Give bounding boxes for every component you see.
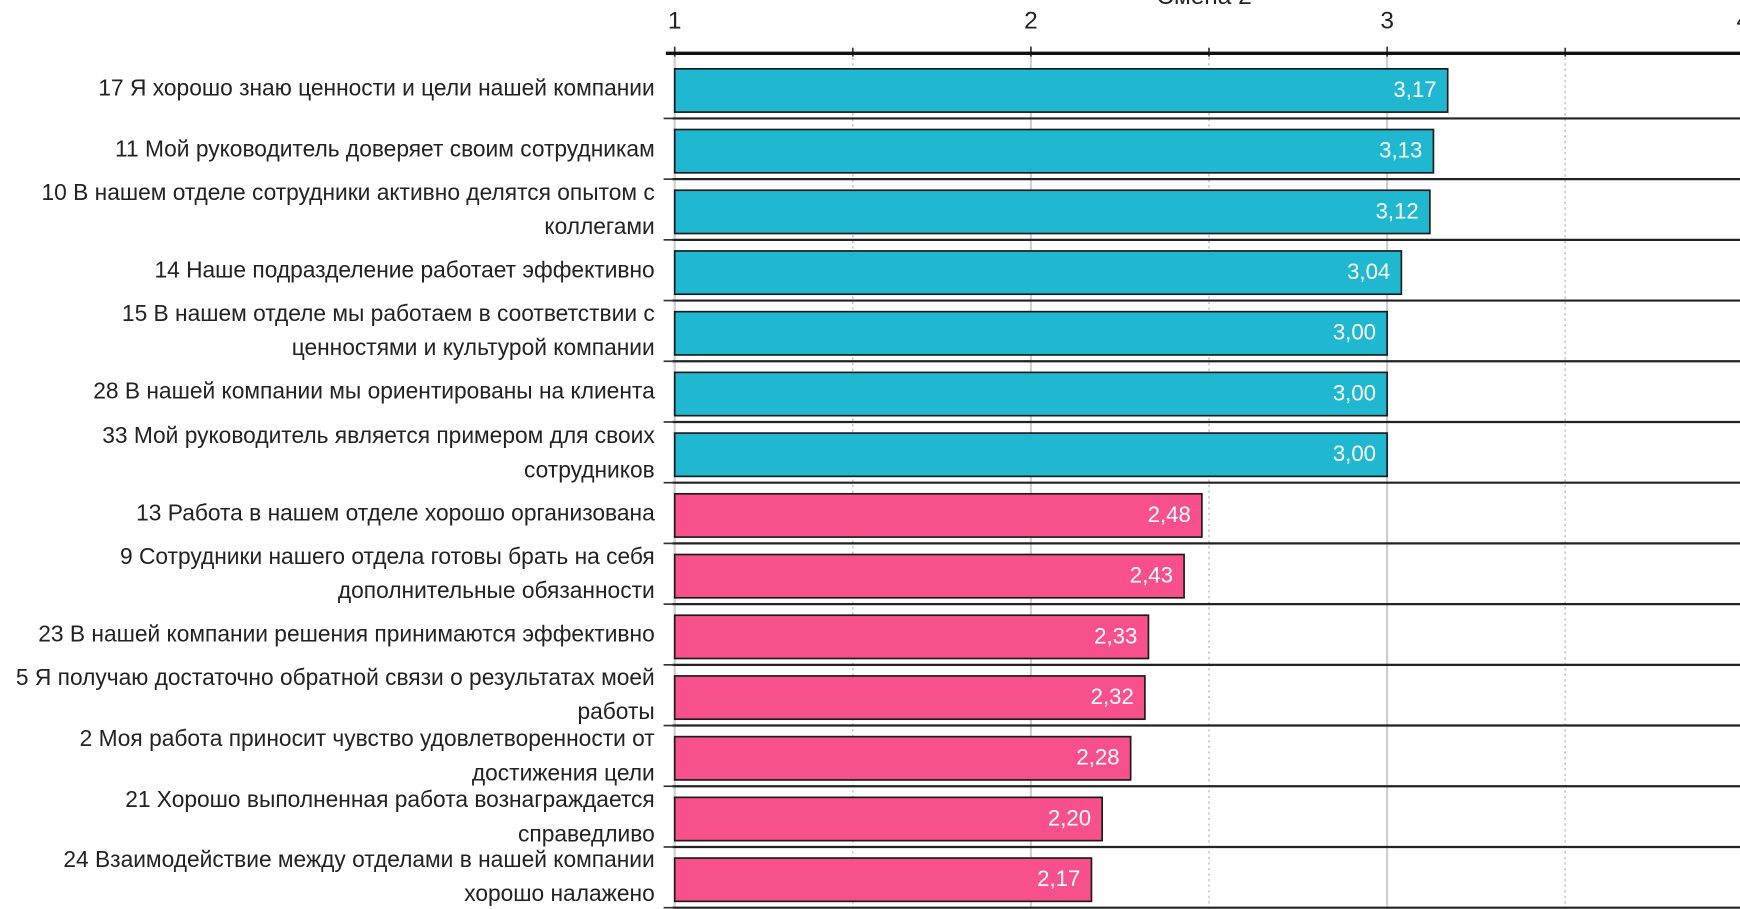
value-label: 2,20 (1048, 805, 1091, 830)
bar (673, 735, 1132, 781)
category-label: 14 Наше подразделение работает эффективн… (154, 257, 655, 283)
chart-title: Смена 2 (1156, 0, 1251, 10)
value-label: 2,28 (1076, 745, 1119, 770)
category-label: 28 В нашей компании мы ориентированы на … (93, 378, 655, 405)
x-tick-label: 3 (1380, 8, 1394, 35)
value-label: 3,00 (1333, 441, 1376, 466)
bar (673, 432, 1388, 478)
bar (673, 189, 1431, 235)
category-label: 17 Я хорошо знаю ценности и цели нашей к… (98, 75, 655, 101)
value-label: 3,04 (1347, 259, 1390, 284)
value-label: 2,32 (1091, 684, 1134, 709)
bar (673, 67, 1449, 113)
bar (673, 614, 1150, 660)
bar (673, 675, 1146, 721)
category-label: 11 Мой руководитель доверяет своим сотру… (115, 135, 655, 162)
x-tick-label: 2 (1024, 8, 1038, 35)
value-label: 2,48 (1148, 502, 1191, 527)
category-label: 5 Я получаю достаточно обратной связи о … (15, 665, 655, 726)
bar (673, 492, 1203, 538)
value-label: 3,00 (1333, 320, 1376, 345)
category-label: 10 В нашем отделе сотрудники активно дел… (41, 179, 655, 240)
value-label: 3,12 (1376, 198, 1419, 223)
value-label: 3,13 (1379, 138, 1422, 163)
x-tick-label: 1 (668, 8, 682, 35)
bar (673, 310, 1388, 356)
bar (673, 857, 1093, 903)
category-label: 21 Хорошо выполненная работа вознагражда… (125, 786, 655, 847)
category-label: 33 Мой руководитель является примером дл… (102, 422, 655, 483)
bar (673, 553, 1185, 599)
bar (673, 371, 1388, 417)
category-label: 15 В нашем отделе мы работаем в соответс… (121, 300, 655, 361)
category-label: 9 Сотрудники нашего отдела готовы брать … (119, 543, 655, 604)
category-label: 23 В нашей компании решения принимаются … (38, 621, 655, 648)
value-label: 3,17 (1393, 77, 1436, 102)
bar (673, 128, 1435, 174)
category-label: 2 Моя работа приносит чувство удовлетвор… (79, 725, 655, 786)
value-label: 2,33 (1094, 623, 1137, 648)
value-label: 2,17 (1037, 866, 1080, 891)
x-tick-label: 4 (1737, 8, 1740, 35)
category-label: 13 Работа в нашем отделе хорошо организо… (136, 500, 655, 526)
value-label: 3,00 (1333, 380, 1376, 405)
bar (673, 250, 1403, 296)
category-label: 24 Взаимодействие между отделами в нашей… (63, 847, 655, 908)
value-label: 2,43 (1130, 563, 1173, 588)
bar (673, 796, 1103, 842)
